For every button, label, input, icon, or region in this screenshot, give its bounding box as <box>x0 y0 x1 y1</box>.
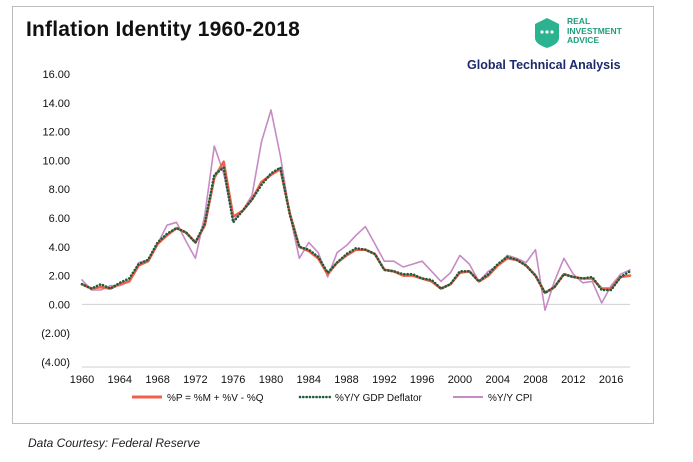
x-tick-label: 2008 <box>523 374 547 386</box>
brand-logo: REAL INVESTMENT ADVICE <box>533 14 643 54</box>
series-line-1 <box>80 166 632 295</box>
y-tick-label: 16.00 <box>42 69 70 81</box>
brand-line-2: INVESTMENT <box>567 25 622 36</box>
chart-frame <box>12 6 654 424</box>
x-tick-label: 1968 <box>145 374 169 386</box>
brand-wordmark: REAL INVESTMENT ADVICE <box>567 16 622 46</box>
x-tick-label: 2004 <box>485 374 509 386</box>
series-line-2 <box>81 109 631 311</box>
x-tick-label: 1996 <box>410 374 434 386</box>
line-chart: (4.00) (2.00) 0.00 2.00 4.00 6.00 8.00 10.00 12.… <box>41 69 632 404</box>
brand-line-3: ADVICE <box>567 35 600 45</box>
y-tick-label: 6.00 <box>49 213 70 225</box>
x-tick-label: 1972 <box>183 374 207 386</box>
x-tick-label: 1980 <box>259 374 283 386</box>
series-layer <box>80 109 632 311</box>
y-tick-label: 2.00 <box>49 271 70 283</box>
chart-title: Inflation Identity 1960-2018 <box>26 18 301 41</box>
legend: %P = %M + %V - %Q %Y/Y GDP Deflator %Y/Y C… <box>132 393 532 404</box>
legend-label-2: %Y/Y CPI <box>488 393 532 404</box>
x-tick-label: 2012 <box>561 374 585 386</box>
x-tick-label: 1988 <box>334 374 358 386</box>
brand-line-1: REAL <box>567 16 591 26</box>
x-tick-label: 2000 <box>448 374 472 386</box>
x-tick-label: 1976 <box>221 374 245 386</box>
y-tick-label: 12.00 <box>42 127 70 139</box>
y-tick-label: (4.00) <box>41 357 70 369</box>
x-tick-label: 1984 <box>297 374 321 386</box>
y-tick-label: 0.00 <box>49 299 70 311</box>
x-axis: 1960 1964 1968 1972 1976 1980 1984 1988 1992 1996… <box>70 303 630 386</box>
legend-label-0: %P = %M + %V - %Q <box>167 393 264 404</box>
x-tick-label: 1964 <box>108 374 132 386</box>
x-tick-label: 1960 <box>70 374 94 386</box>
y-tick-label: (2.00) <box>41 328 70 340</box>
x-tick-label: 2016 <box>599 374 623 386</box>
y-tick-label: 14.00 <box>42 98 70 110</box>
brand-badge-icon <box>535 18 559 48</box>
legend-label-1: %Y/Y GDP Deflator <box>335 393 423 404</box>
y-axis: (4.00) (2.00) 0.00 2.00 4.00 6.00 8.00 10.00 12.… <box>41 69 70 369</box>
y-tick-label: 4.00 <box>49 242 70 254</box>
chart-subtitle: Global Technical Analysis <box>467 58 621 72</box>
y-tick-label: 10.00 <box>42 155 70 167</box>
source-footnote: Data Courtesy: Federal Reserve <box>28 436 201 450</box>
y-tick-label: 8.00 <box>49 184 70 196</box>
x-tick-label: 1992 <box>372 374 396 386</box>
series-line-0 <box>80 160 632 295</box>
